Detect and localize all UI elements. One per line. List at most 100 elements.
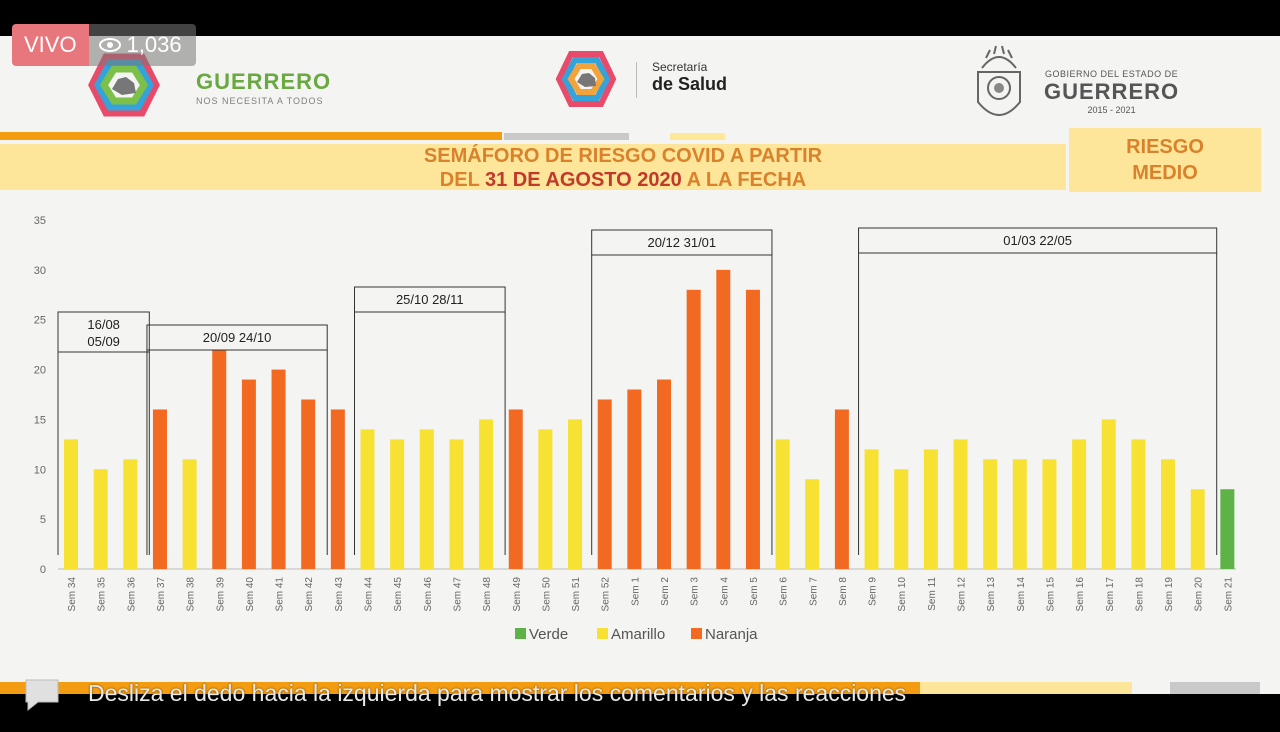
x-tick-label: Sem 11 xyxy=(927,577,938,611)
x-tick-label: Sem 50 xyxy=(541,577,552,612)
bar xyxy=(479,419,494,569)
y-tick-label: 30 xyxy=(34,265,46,277)
legend-swatch xyxy=(691,628,702,639)
footer-band-gray xyxy=(1170,682,1260,694)
x-tick-label: Sem 36 xyxy=(126,577,137,612)
salud-logo-icon xyxy=(555,51,617,107)
x-tick-label: Sem 9 xyxy=(868,577,879,606)
bar xyxy=(805,479,820,569)
title-line-2-post: A LA FECHA xyxy=(681,169,807,191)
salud-small: Secretaría xyxy=(652,60,708,74)
bar xyxy=(301,399,316,569)
bar xyxy=(1072,439,1087,569)
government-years: 2015 - 2021 xyxy=(1087,105,1136,115)
band-orange xyxy=(0,132,502,140)
period-box xyxy=(146,324,328,351)
period-box xyxy=(591,229,773,256)
bar xyxy=(657,379,671,569)
slide: GUERRERO NOS NECESITA A TODOS Secretaría… xyxy=(0,36,1280,694)
x-tick-label: Sem 6 xyxy=(779,577,790,606)
brand-subtitle: NOS NECESITA A TODOS xyxy=(196,96,324,106)
x-tick-label: Sem 35 xyxy=(97,577,108,612)
x-tick-label: Sem 41 xyxy=(275,577,286,612)
y-tick-label: 5 xyxy=(40,514,46,526)
brand: GUERRERO NOS NECESITA A TODOS xyxy=(196,69,331,106)
bar xyxy=(953,439,968,569)
period-label: 20/12 31/01 xyxy=(647,235,716,250)
x-tick-label: Sem 20 xyxy=(1194,577,1205,612)
bar xyxy=(360,429,375,569)
bar xyxy=(1101,419,1116,569)
swipe-hint-text: Desliza el dedo hacia la izquierda para … xyxy=(88,680,907,706)
y-tick-label: 10 xyxy=(34,464,46,476)
bar xyxy=(686,289,701,569)
bottom-black-bar xyxy=(0,694,1280,732)
bar xyxy=(923,449,938,569)
x-tick-label: Sem 42 xyxy=(304,577,315,612)
government-name: GUERRERO xyxy=(1044,79,1180,104)
x-tick-label: Sem 37 xyxy=(156,577,167,612)
x-tick-label: Sem 21 xyxy=(1223,577,1234,612)
x-tick-label: Sem 38 xyxy=(186,577,197,612)
x-tick-label: Sem 39 xyxy=(215,577,226,612)
salud-divider xyxy=(636,62,637,98)
title-band xyxy=(0,144,1066,190)
y-tick-label: 0 xyxy=(40,564,46,576)
bar xyxy=(241,379,256,569)
brand-title: GUERRERO xyxy=(196,69,332,94)
x-tick-label: Sem 49 xyxy=(512,577,523,612)
bar xyxy=(716,269,731,569)
viewer-count: 1,036 xyxy=(88,24,196,66)
x-tick-label: Sem 1 xyxy=(630,577,641,606)
bar xyxy=(123,459,138,569)
bar xyxy=(508,409,523,569)
x-tick-label: Sem 47 xyxy=(452,577,463,612)
y-tick-label: 35 xyxy=(34,215,46,227)
top-black-bar xyxy=(0,0,1280,36)
bar xyxy=(390,439,405,569)
x-tick-label: Sem 3 xyxy=(690,577,701,606)
period-label: 25/10 28/11 xyxy=(396,292,464,307)
comment-icon[interactable] xyxy=(22,676,62,714)
bar xyxy=(538,429,553,569)
x-tick-label: Sem 4 xyxy=(719,577,730,606)
legend-swatch xyxy=(597,628,608,639)
x-tick-label: Sem 15 xyxy=(1045,577,1056,612)
period-box xyxy=(57,311,150,353)
x-tick-label: Sem 45 xyxy=(393,577,404,612)
bar xyxy=(568,419,583,569)
bar xyxy=(775,439,790,569)
bar xyxy=(1042,459,1057,569)
live-indicator: VIVO 1,036 xyxy=(12,24,196,66)
state-seal-icon xyxy=(977,45,1021,116)
title-line-1: SEMÁFORO DE RIESGO COVID A PARTIR xyxy=(423,145,823,167)
chart-title: SEMÁFORO DE RIESGO COVID A PARTIR DEL 31… xyxy=(0,144,1246,192)
legend-label: Verde xyxy=(529,626,568,643)
bar xyxy=(1161,459,1176,569)
bar xyxy=(212,349,227,569)
title-line-2: DEL 31 DE AGOSTO 2020 A LA FECHA xyxy=(0,168,1246,192)
y-tick-label: 20 xyxy=(34,365,46,377)
x-tick-label: Sem 17 xyxy=(1105,577,1116,612)
x-tick-label: Sem 46 xyxy=(423,577,434,612)
bar xyxy=(271,369,286,569)
footer-band-yellow xyxy=(920,682,1132,694)
y-tick-label: 25 xyxy=(34,315,46,327)
x-tick-label: Sem 19 xyxy=(1164,577,1175,612)
y-tick-label: 15 xyxy=(34,414,46,426)
bar xyxy=(1220,489,1235,569)
x-tick-label: Sem 8 xyxy=(838,577,849,606)
risk-level-badge: RIESGO MEDIO xyxy=(1069,128,1261,192)
viewer-count-value: 1,036 xyxy=(126,32,182,57)
bar xyxy=(1012,459,1027,569)
bar xyxy=(330,409,345,569)
band-gray xyxy=(504,133,629,140)
x-tick-label: Sem 48 xyxy=(482,577,493,612)
x-tick-label: Sem 13 xyxy=(986,577,997,612)
period-label: 20/09 24/10 xyxy=(203,330,272,345)
bar xyxy=(93,469,108,569)
x-tick-label: Sem 52 xyxy=(601,577,612,612)
eye-icon xyxy=(98,38,121,52)
legend-label: Amarillo xyxy=(611,626,665,643)
title-line-2-highlight: 31 DE AGOSTO 2020 xyxy=(485,169,682,191)
